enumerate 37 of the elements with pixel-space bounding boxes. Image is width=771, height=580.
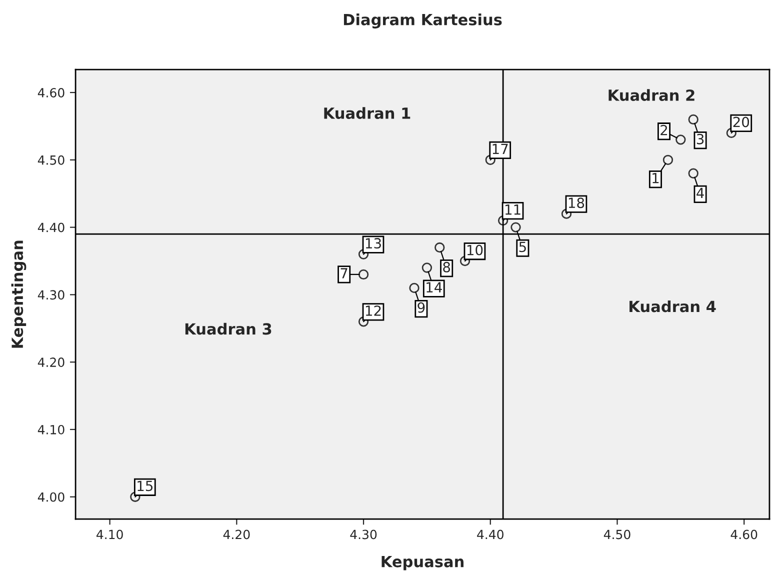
annotation: Kuadran 3 [185,322,272,335]
annotation: 17 [492,144,508,154]
y-tick-label: 4.60 [38,88,64,98]
annotation: 8 [443,262,450,272]
x-tick-label: 4.60 [730,530,758,540]
y-tick-label: 4.40 [38,222,64,232]
chart-title: Diagram Kartesius [344,14,502,28]
annotation: 3 [696,134,704,144]
x-tick-label: 4.20 [223,530,250,540]
annotation: 2 [660,124,668,136]
annotation: Kuadran 1 [324,107,410,119]
y-tick-label: 4.10 [38,424,64,434]
annotation: 7 [340,268,348,278]
x-tick-label: 4.50 [604,530,630,540]
annotation: 4 [696,188,704,198]
y-tick-label: 4.50 [38,155,64,165]
annotation: 9 [418,302,425,313]
x-axis-title: Kepuasan [382,556,464,570]
y-tick-label: 4.00 [38,492,64,502]
annotation: 10 [467,244,483,256]
annotation: 5 [519,242,526,252]
annotation: 13 [366,238,381,249]
annotation: 20 [733,116,750,128]
x-tick-label: 4.10 [96,530,123,540]
annotation: 11 [505,204,520,215]
annotation: 12 [366,305,381,316]
annotation: Kuadran 4 [630,300,716,312]
annotation: 1 [652,173,659,184]
x-tick-label: 4.40 [477,530,504,540]
y-axis-title: Kepentingan [11,240,26,348]
annotation: 14 [426,282,442,292]
annotation: 18 [568,198,584,208]
y-tick-label: 4.20 [38,358,64,368]
y-tick-label: 4.30 [38,290,64,300]
annotation: Kuadran 2 [608,89,694,102]
x-tick-label: 4.30 [350,530,377,540]
annotation: 15 [138,480,153,492]
